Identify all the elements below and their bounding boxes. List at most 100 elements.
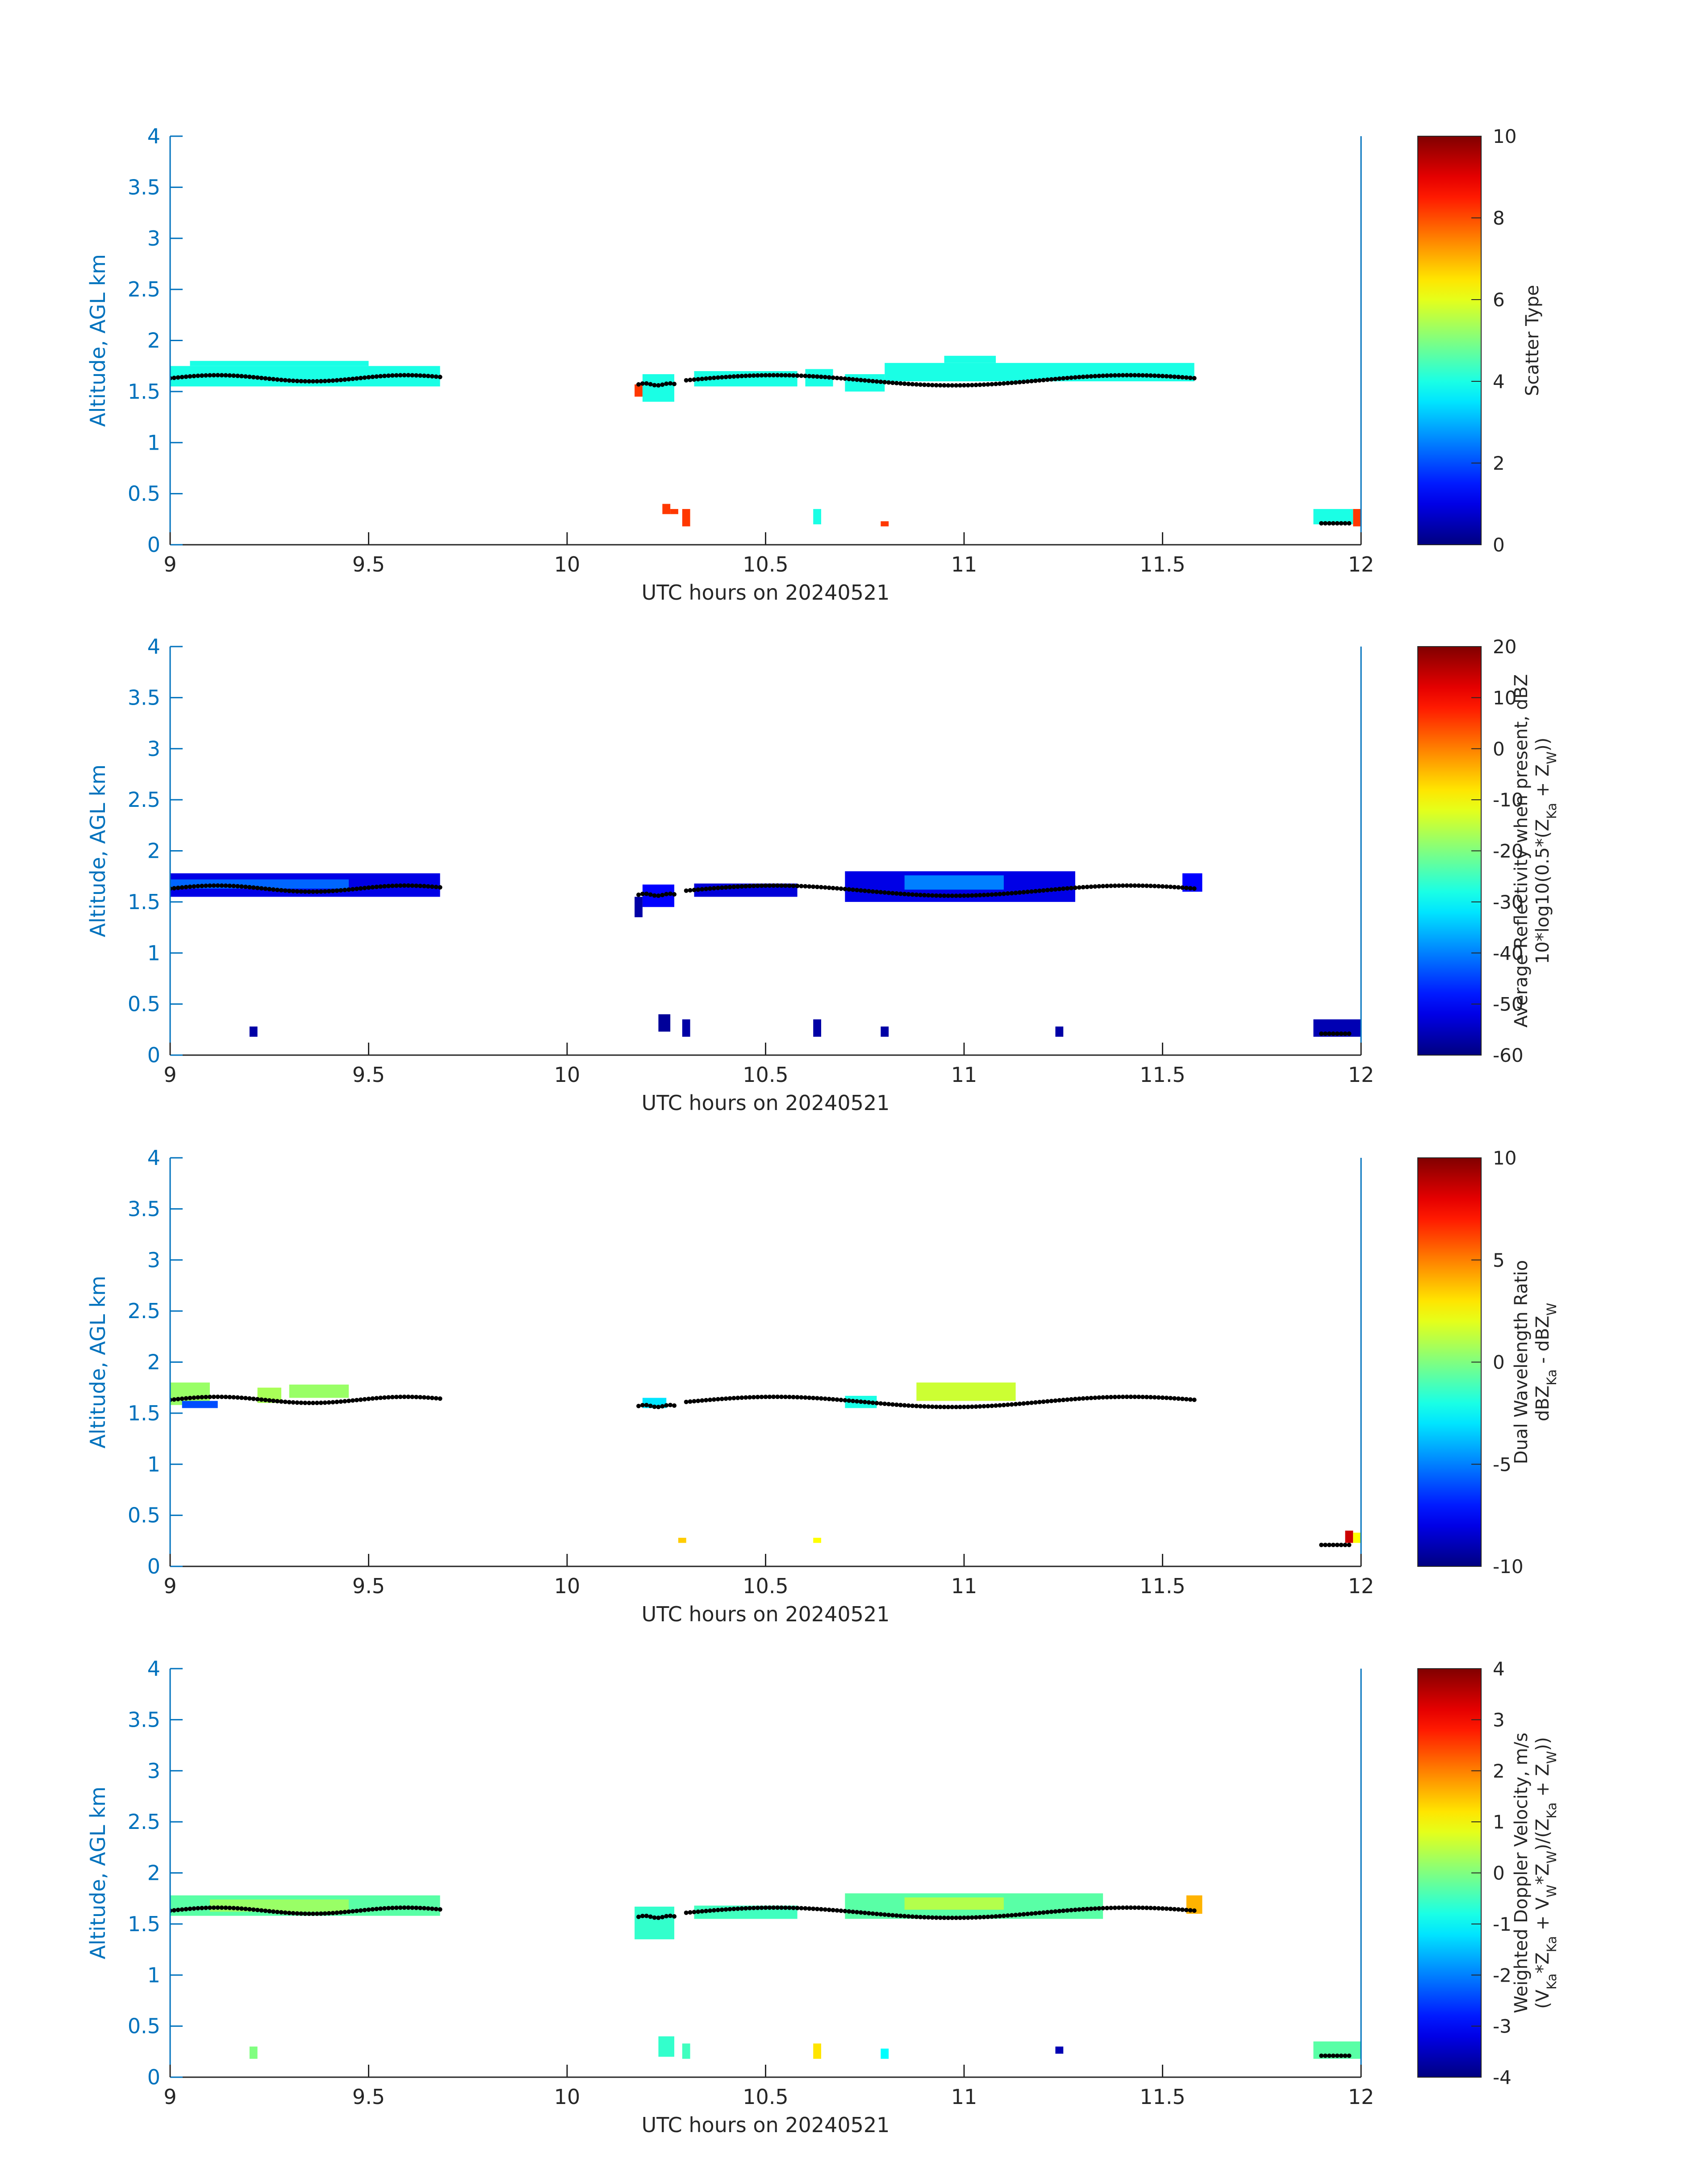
cloud-base-dot [839, 886, 844, 891]
cloud-base-dot [1005, 1403, 1010, 1407]
cloud-base-dot [1343, 1542, 1348, 1547]
cloud-base-dot [366, 885, 371, 890]
cloud-base-dot [1049, 1398, 1054, 1403]
cloud-base-dot [986, 382, 990, 387]
cloud-base-dot [684, 378, 689, 383]
cloud-base-dot [918, 1915, 923, 1920]
cloud-base-dot [1061, 376, 1066, 381]
cloud-base-dot [1164, 884, 1169, 889]
cloud-base-dot [668, 1913, 673, 1918]
colorbar-tick-label: 0 [1493, 534, 1505, 556]
colorbar-tick-label: -3 [1493, 2016, 1512, 2037]
cloud-base-dot [267, 1909, 272, 1914]
cloud-base-dot [204, 1394, 209, 1399]
cloud-base-dot [1085, 1907, 1090, 1912]
cloud-base-dot [847, 376, 852, 381]
cloud-base-dot [803, 1906, 808, 1911]
cloud-base-dot [819, 1907, 823, 1912]
cloud-base-dot [1013, 380, 1018, 385]
cloud-base-dot [251, 375, 256, 380]
cloud-base-dot [1347, 2053, 1352, 2058]
cloud-base-dot [1021, 380, 1026, 384]
cloud-base-dot [847, 1909, 852, 1914]
cloud-base-dot [342, 377, 347, 382]
colorbar-tick-label: -2 [1493, 1964, 1512, 1986]
cloud-base-dot [1033, 1911, 1038, 1916]
cloud-base-dot [696, 1398, 701, 1403]
cloud-base-dot [672, 892, 677, 897]
cloud-base-dot [1339, 2053, 1344, 2058]
cloud-base-dot [644, 1403, 649, 1407]
cloud-base-dot [783, 1905, 788, 1910]
cloud-base-dot [438, 1396, 443, 1401]
cloud-base-dot [402, 883, 407, 888]
cloud-base-dot [946, 1405, 951, 1410]
cloud-base-dot [382, 884, 387, 889]
data-cell [682, 509, 690, 526]
cloud-base-dot [656, 1405, 661, 1410]
cloud-base-dot [652, 1404, 657, 1409]
cloud-base-dot [664, 1403, 669, 1408]
x-tick-label: 9 [163, 2085, 176, 2109]
cloud-base-dot [1005, 1913, 1010, 1918]
cloud-base-dot [946, 1916, 951, 1920]
cloud-base-dot [902, 1403, 907, 1408]
cloud-base-dot [263, 1398, 268, 1403]
cloud-base-dot [771, 373, 776, 378]
data-cell [635, 1906, 675, 1940]
cloud-base-dot [418, 1906, 423, 1911]
cloud-base-dot [438, 885, 443, 890]
cloud-base-dot [727, 885, 732, 889]
x-tick-label: 10 [554, 1574, 580, 1598]
cloud-base-dot [874, 379, 879, 384]
colorbar-tick-label: -40 [1493, 942, 1524, 964]
cloud-base-dot [347, 377, 351, 382]
cloud-base-dot [1097, 1906, 1102, 1911]
cloud-base-dot [1164, 374, 1169, 379]
cloud-base-dot [1140, 883, 1145, 888]
cloud-base-dot [175, 1397, 180, 1402]
cloud-base-dot [334, 378, 339, 383]
cloud-base-dot [279, 1910, 284, 1915]
cloud-base-dot [878, 1401, 883, 1406]
cloud-base-dot [938, 383, 943, 388]
cloud-base-dot [1339, 1542, 1344, 1547]
data-cell [1055, 2046, 1064, 2054]
cloud-base-dot [998, 1914, 1002, 1919]
cloud-base-dot [874, 889, 879, 894]
cloud-base-dot [890, 891, 895, 896]
cloud-base-dot [267, 376, 272, 381]
cloud-base-dot [196, 1906, 200, 1911]
y-tick-label: 2.5 [128, 1810, 160, 1834]
cloud-base-dot [1045, 1910, 1050, 1915]
data-cell [904, 875, 1004, 890]
cloud-base-dot [791, 1905, 796, 1910]
cloud-base-dot [1037, 1400, 1042, 1405]
cloud-base-dot [890, 1402, 895, 1407]
cloud-base-dot [874, 1912, 879, 1916]
cloud-base-dot [700, 1398, 705, 1403]
cloud-base-dot [711, 1397, 716, 1402]
data-cell [1055, 1026, 1064, 1037]
cloud-base-dot [180, 1396, 184, 1401]
cloud-base-dot [1192, 1397, 1197, 1402]
y-tick-label: 4 [147, 1146, 160, 1170]
cloud-base-dot [954, 893, 959, 898]
cloud-base-dot [1069, 885, 1074, 890]
y-tick-label: 1 [147, 430, 160, 455]
cloud-base-dot [807, 1906, 812, 1911]
x-tick-label: 9 [163, 1574, 176, 1598]
data-cells [170, 1893, 1361, 2059]
cloud-base-dot [1105, 373, 1110, 378]
y-tick-label: 2.5 [128, 788, 160, 812]
cloud-base-dot [747, 884, 752, 889]
cloud-base-dot [354, 886, 359, 891]
x-axis-label: UTC hours on 20240521 [642, 1091, 890, 1115]
cloud-base-dot [1001, 1403, 1006, 1407]
cloud-base-dot [291, 378, 296, 383]
cloud-base-dot [1128, 373, 1133, 378]
cloud-base-dot [1136, 883, 1141, 888]
colorbar-tick-label: 5 [1493, 1249, 1505, 1271]
cloud-base-dot [990, 1403, 994, 1408]
